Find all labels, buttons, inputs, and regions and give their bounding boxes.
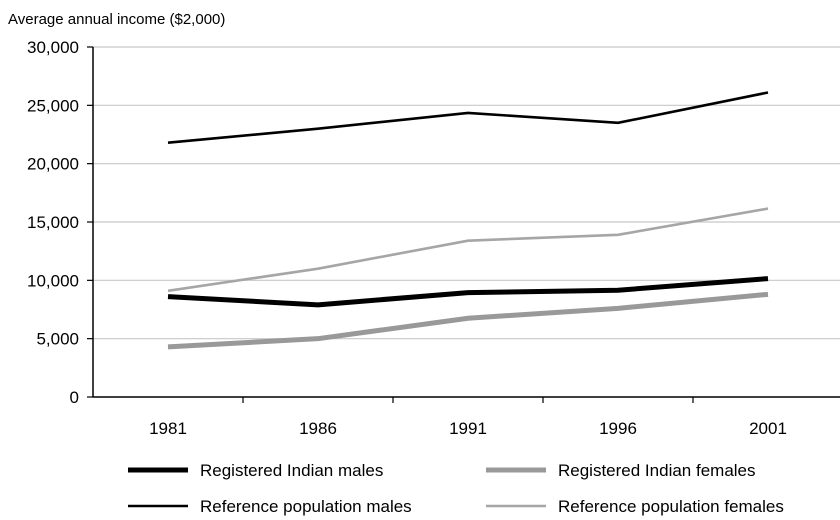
x-tick-label: 2001 [749,419,787,438]
x-tick-label: 1991 [449,419,487,438]
y-tick-label: 15,000 [27,213,79,232]
series-lines [167,91,769,350]
gridlines [93,46,840,340]
y-tick-label: 20,000 [27,155,79,174]
legend-label: Registered Indian females [558,461,756,480]
x-tick-label: 1996 [599,419,637,438]
y-axis-ticks: 0 5,000 10,000 15,000 20,000 25,000 30,000 [27,38,93,407]
series-line-4 [167,207,769,293]
y-tick-label: 5,000 [36,330,79,349]
y-tick-label: 10,000 [27,271,79,290]
x-tick-label: 1986 [299,419,337,438]
legend-label: Registered Indian males [200,461,383,480]
y-tick-label: 25,000 [27,96,79,115]
y-tick-label: 30,000 [27,38,79,57]
x-tick-label: 1981 [149,419,187,438]
y-axis-label: Average annual income ($2,000) [8,11,225,28]
series-line-3 [167,91,769,144]
legend-label: Reference population females [558,497,784,516]
x-axis-ticks: 1981 1986 1991 1996 2001 [149,397,787,438]
legend: Registered Indian males Registered Indian… [128,461,784,516]
legend-label: Reference population males [200,497,412,516]
y-tick-label: 0 [70,388,79,407]
